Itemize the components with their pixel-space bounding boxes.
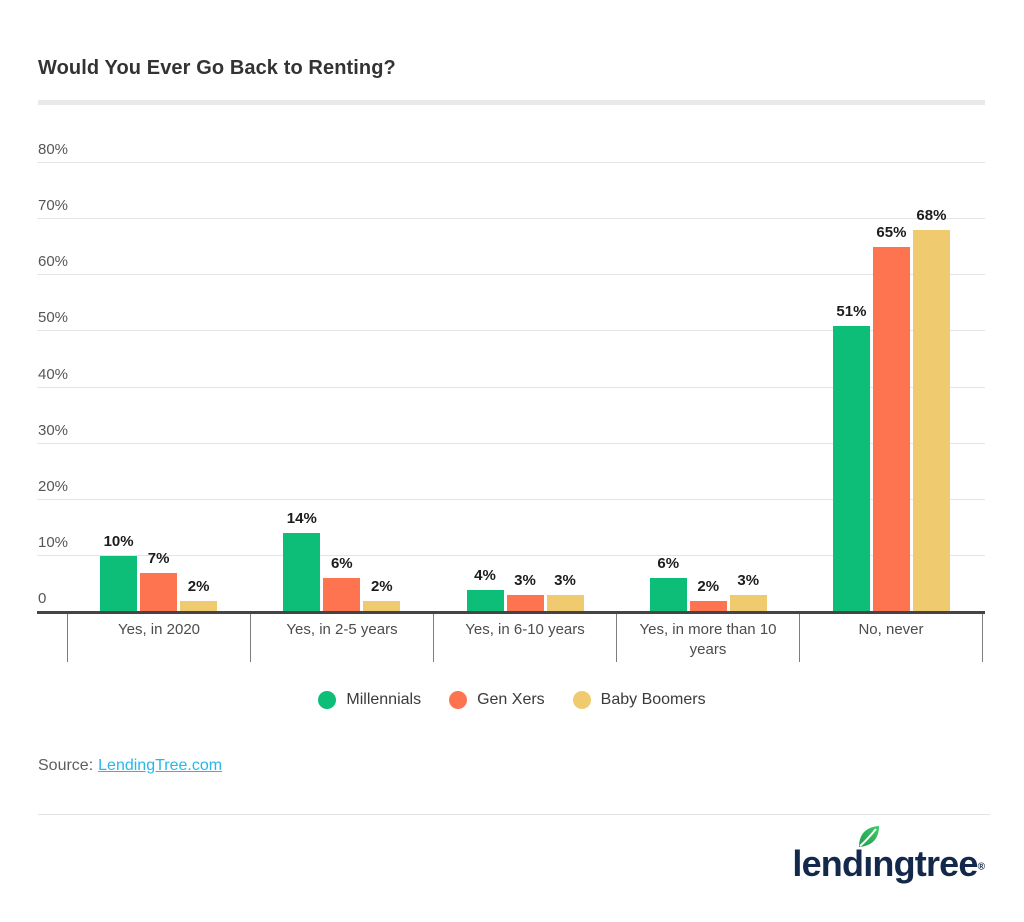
bar-millennials: 4% [466, 567, 504, 612]
bar-gen-xers: 2% [689, 578, 727, 612]
category-label-text: No, never [858, 621, 924, 638]
legend-item: Millennials [318, 691, 421, 709]
bar-value-label: 3% [514, 572, 536, 590]
category-label: Yes, in 2-5 years [250, 613, 433, 662]
bar-value-label: 2% [370, 577, 393, 595]
gridline-40 [37, 386, 985, 388]
bar-value-label: 51% [836, 302, 867, 320]
legend-label: Baby Boomers [600, 691, 706, 708]
bar-millennials: 6% [649, 555, 687, 612]
category-label-text: Yes, in 2-5 years [286, 621, 398, 638]
plot-area: 10% 7% 2% 14% 6% 2% 4% 3% 3% 6% 2% 3% 51% 65% 68% 80% 7… [37, 141, 985, 614]
source-link[interactable]: LendingTree.com [98, 757, 223, 774]
bar-gen-xers: 3% [506, 572, 544, 612]
bar-value-label: 2% [187, 577, 210, 595]
category-label: Yes, in 2020 [67, 613, 250, 662]
legend-label: Gen Xers [477, 691, 545, 708]
bar-value-label: 14% [286, 510, 317, 528]
legend-label: Millennials [346, 691, 422, 708]
bar-value-label: 6% [657, 555, 680, 573]
logo-text-i: ı [863, 843, 873, 884]
category-label: Yes, in more than 10 years [616, 613, 799, 662]
lendingtree-logo: lend ıngtree® [792, 826, 985, 884]
category-label-text: Yes, in more than 10 years [639, 621, 777, 659]
bar-value-label: 65% [876, 224, 907, 242]
bar-gen-xers: 65% [872, 224, 910, 612]
legend-swatch-icon [318, 691, 337, 709]
bar-value-label: 4% [474, 566, 496, 584]
bar-value-label: 3% [737, 572, 760, 590]
bar-millennials: 14% [283, 510, 321, 612]
category-axis: Yes, in 2020 Yes, in 2-5 years Yes, in 6-1… [67, 613, 983, 662]
bar-group: 51% 65% 68% [800, 163, 983, 612]
bar-baby-boomers: 2% [180, 578, 218, 612]
category-label: No, never [799, 613, 983, 662]
category-label-text: Yes, in 6-10 years [465, 621, 585, 638]
legend-swatch-icon [572, 691, 591, 709]
y-tick-label-60: 60% [38, 253, 69, 271]
bar-value-label: 2% [697, 577, 720, 595]
y-tick-label-40: 40% [38, 365, 69, 383]
y-tick-label-20: 20% [38, 477, 69, 495]
bar-baby-boomers: 68% [912, 207, 950, 612]
category-label-text: Yes, in 2020 [117, 621, 201, 638]
legend-item: Baby Boomers [572, 691, 706, 709]
bar-group: 10% 7% 2% [67, 163, 250, 612]
bar-group: 4% 3% 3% [433, 163, 616, 612]
registered-mark: ® [977, 861, 985, 873]
logo-wordmark: lend ıngtree [792, 826, 978, 884]
bar-value-label: 6% [330, 555, 353, 573]
gridline-50 [37, 330, 985, 332]
y-tick-label-50: 50% [38, 309, 69, 327]
x-axis-line [37, 611, 985, 614]
category-label: Yes, in 6-10 years [433, 613, 616, 662]
bar-baby-boomers: 3% [729, 572, 767, 612]
chart-title: Would You Ever Go Back to Renting? [38, 57, 396, 79]
footer-divider [38, 814, 990, 815]
y-tick-label-70: 70% [38, 197, 69, 215]
source-line: Source: LendingTree.com [38, 757, 222, 775]
legend-swatch-icon [449, 691, 468, 709]
bar-gen-xers: 6% [323, 555, 361, 612]
legend-item: Gen Xers [449, 691, 545, 709]
gridline-80 [37, 162, 985, 163]
y-tick-label-10: 10% [38, 533, 69, 551]
bar-millennials: 10% [100, 533, 138, 612]
bar-group: 14% 6% 2% [250, 163, 433, 612]
title-divider [38, 100, 985, 105]
bar-baby-boomers: 2% [363, 578, 401, 612]
bar-groups: 10% 7% 2% 14% 6% 2% 4% 3% 3% 6% 2% 3% 51% 65% 68% [67, 163, 983, 612]
gridline-30 [37, 442, 985, 444]
gridline-20 [37, 498, 985, 500]
bar-value-label: 7% [147, 549, 170, 567]
gridline-60 [37, 274, 985, 276]
logo-text-pre: lend [792, 843, 864, 884]
bar-group: 6% 2% 3% [617, 163, 800, 612]
y-tick-label-80: 80% [38, 141, 69, 158]
bar-baby-boomers: 3% [546, 572, 584, 612]
gridline-10 [37, 554, 985, 556]
logo-letter-i: ı [859, 826, 880, 884]
bar-gen-xers: 7% [140, 550, 178, 612]
bar-value-label: 10% [103, 532, 134, 550]
source-label: Source: [38, 757, 94, 774]
bar-value-label: 68% [916, 207, 947, 225]
legend: Millennials Gen Xers Baby Boomers [0, 691, 1024, 709]
y-tick-label-30: 30% [38, 421, 69, 439]
leaf-icon [859, 826, 880, 847]
bar-millennials: 51% [832, 303, 870, 612]
logo-text-post: ngtree [872, 843, 978, 884]
bar-value-label: 3% [554, 572, 576, 590]
y-tick-label-0: 0 [38, 590, 47, 607]
gridline-70 [37, 218, 985, 220]
